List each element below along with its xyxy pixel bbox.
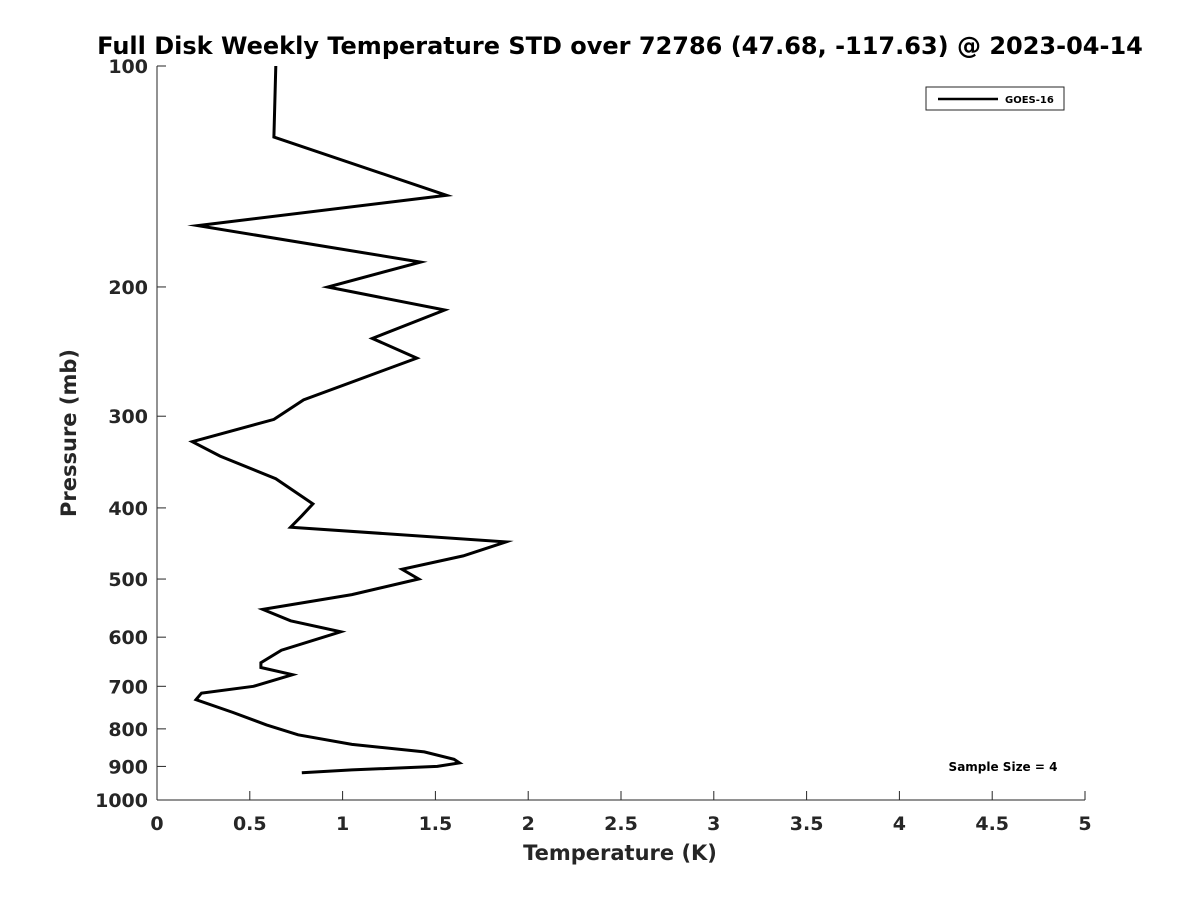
x-axis-label: Temperature (K) — [523, 841, 717, 865]
x-tick-label: 0 — [150, 813, 163, 835]
x-tick-label: 3.5 — [790, 813, 824, 835]
x-tick-label: 1 — [336, 813, 349, 835]
x-tick-label: 4 — [893, 813, 906, 835]
series-line-goes-16 — [187, 65, 514, 775]
x-tick-label: 2.5 — [604, 813, 638, 835]
x-tick-label: 4.5 — [975, 813, 1009, 835]
x-tick-label: 3 — [707, 813, 720, 835]
x-tick-label: 0.5 — [233, 813, 267, 835]
plot-area — [156, 66, 1085, 801]
x-tick-label: 2 — [522, 813, 535, 835]
chart-title: Full Disk Weekly Temperature STD over 72… — [97, 32, 1143, 60]
y-tick-label: 400 — [108, 498, 148, 520]
x-tick-label: 1.5 — [419, 813, 453, 835]
y-axis-ticks: 100 200 300 400 500 600 700 800 900 1000 — [95, 56, 166, 812]
y-tick-label: 1000 — [95, 790, 148, 812]
y-tick-label: 100 — [108, 56, 148, 78]
legend: GOES-16 — [925, 86, 1065, 111]
series-layer — [187, 65, 514, 775]
legend-label-goes-16: GOES-16 — [1005, 95, 1054, 106]
y-tick-label: 500 — [108, 569, 148, 591]
y-tick-label: 900 — [108, 756, 148, 778]
x-axis-ticks: 0 0.5 1 1.5 2 2.5 3 3.5 4 4.5 5 — [150, 791, 1092, 835]
x-tick-label: 5 — [1078, 813, 1091, 835]
y-tick-label: 300 — [108, 406, 148, 428]
y-tick-label: 800 — [108, 719, 148, 741]
y-tick-label: 600 — [108, 627, 148, 649]
y-tick-label: 200 — [108, 277, 148, 299]
y-axis-label: Pressure (mb) — [57, 349, 81, 517]
sample-size-annotation: Sample Size = 4 — [949, 760, 1058, 774]
y-tick-label: 700 — [108, 676, 148, 698]
